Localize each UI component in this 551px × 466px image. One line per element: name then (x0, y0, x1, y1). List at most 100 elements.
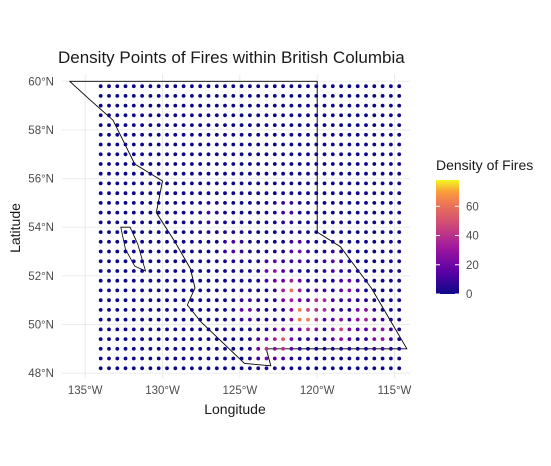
density-point (272, 230, 277, 235)
density-point (223, 103, 227, 108)
density-point (281, 327, 285, 332)
density-point (289, 201, 294, 205)
density-point (131, 191, 136, 196)
density-point (289, 103, 294, 108)
density-point (156, 152, 161, 157)
density-point (380, 171, 385, 176)
density-point (372, 269, 377, 273)
density-point (181, 123, 186, 127)
density-point (115, 259, 120, 264)
density-point (364, 113, 368, 118)
density-point (98, 298, 103, 303)
density-point (181, 259, 186, 264)
density-point (289, 269, 294, 273)
density-point (314, 123, 319, 127)
density-point (107, 142, 111, 147)
density-point (107, 132, 111, 137)
density-point (355, 346, 360, 351)
density-point (322, 94, 327, 98)
density-point (380, 327, 385, 332)
density-point (156, 366, 161, 371)
x-tick-label: 125°W (223, 385, 258, 397)
density-point (156, 103, 161, 108)
density-point (98, 113, 103, 118)
density-point (140, 84, 145, 89)
density-point (339, 220, 343, 225)
density-point (181, 288, 186, 293)
density-point (181, 220, 186, 225)
density-point (223, 366, 227, 371)
density-point (231, 103, 236, 108)
density-point (281, 278, 285, 283)
density-point (330, 210, 335, 215)
density-point (198, 298, 203, 303)
density-point (306, 210, 310, 215)
density-point (123, 142, 128, 147)
density-point (206, 171, 211, 176)
density-point (156, 171, 161, 176)
density-point (272, 278, 277, 283)
density-point (239, 94, 244, 98)
density-point (140, 356, 145, 361)
density-point (339, 308, 343, 312)
density-point (181, 249, 186, 254)
density-point (148, 298, 153, 303)
density-point (322, 210, 327, 215)
density-point (256, 210, 261, 215)
density-point (165, 298, 169, 303)
density-point (206, 210, 211, 215)
density-point (181, 346, 186, 351)
density-point (165, 191, 169, 196)
density-point (330, 366, 335, 371)
density-point (272, 269, 277, 273)
density-point (140, 142, 145, 147)
density-point (364, 230, 368, 235)
legend-ticks: 0 20 40 60 (436, 201, 479, 301)
density-point (123, 191, 128, 196)
graticule-grid (62, 74, 410, 378)
density-point (173, 103, 178, 108)
density-point (380, 103, 385, 108)
density-point (297, 366, 302, 371)
density-point (131, 317, 136, 322)
density-point (297, 152, 302, 157)
density-point (281, 346, 285, 351)
density-point (272, 181, 277, 186)
density-point (389, 317, 393, 322)
density-point (214, 84, 219, 89)
density-point (140, 171, 145, 176)
y-tick-label: 54°N (28, 222, 54, 234)
density-point (306, 298, 310, 303)
density-point (339, 210, 343, 215)
density-point (256, 278, 261, 283)
density-point (389, 269, 393, 273)
density-point (107, 327, 111, 332)
density-point (248, 210, 252, 215)
density-point (156, 327, 161, 332)
density-point (297, 84, 302, 89)
density-point (123, 103, 128, 108)
density-point (181, 278, 186, 283)
density-point (364, 94, 368, 98)
density-point (223, 162, 227, 166)
density-point (173, 308, 178, 312)
density-point (223, 337, 227, 341)
density-point (272, 113, 277, 118)
density-point (115, 132, 120, 137)
density-point (173, 210, 178, 215)
density-point (372, 103, 377, 108)
density-point (281, 181, 285, 186)
density-point (123, 298, 128, 303)
density-point (281, 288, 285, 293)
density-point (181, 103, 186, 108)
density-point (173, 152, 178, 157)
density-point (306, 94, 310, 98)
density-point (339, 278, 343, 283)
density-point (107, 308, 111, 312)
density-point (156, 123, 161, 127)
density-point (314, 230, 319, 235)
density-point (372, 230, 377, 235)
density-point (173, 191, 178, 196)
density-point (140, 346, 145, 351)
density-point (181, 210, 186, 215)
